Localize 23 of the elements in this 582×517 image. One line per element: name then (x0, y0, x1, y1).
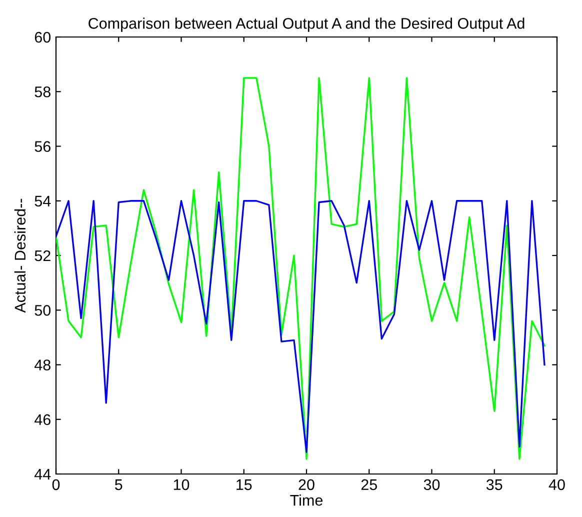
chart-title: Comparison between Actual Output A and the Desired Output Ad (88, 18, 524, 32)
y-tick-label: 46 (34, 414, 50, 426)
x-tick-label: 25 (361, 479, 377, 490)
y-tick-label: 58 (34, 86, 50, 98)
x-tick-label: 20 (298, 479, 314, 490)
x-tick-label: 0 (52, 479, 60, 490)
line-series (56, 200, 546, 453)
x-tick-label: 30 (424, 479, 440, 490)
y-tick-label: 50 (34, 304, 51, 316)
y-tick-label: 48 (34, 360, 50, 370)
y-tick-label: 60 (34, 32, 51, 43)
x-axis-title: Time (290, 494, 323, 506)
x-tick-label: 15 (236, 479, 252, 490)
x-tick-label: 5 (114, 479, 122, 490)
y-tick-label: 44 (34, 469, 51, 480)
x-tick-label: 40 (548, 479, 565, 490)
y-axis-title: Actual- Desired-- (14, 198, 26, 313)
y-tick-label: 54 (34, 196, 51, 207)
x-tick-label: 10 (174, 479, 190, 490)
y-tick-label: 52 (34, 250, 50, 262)
y-tick-label: 56 (34, 141, 50, 152)
line-series (56, 77, 546, 460)
x-tick-label: 35 (486, 479, 502, 490)
